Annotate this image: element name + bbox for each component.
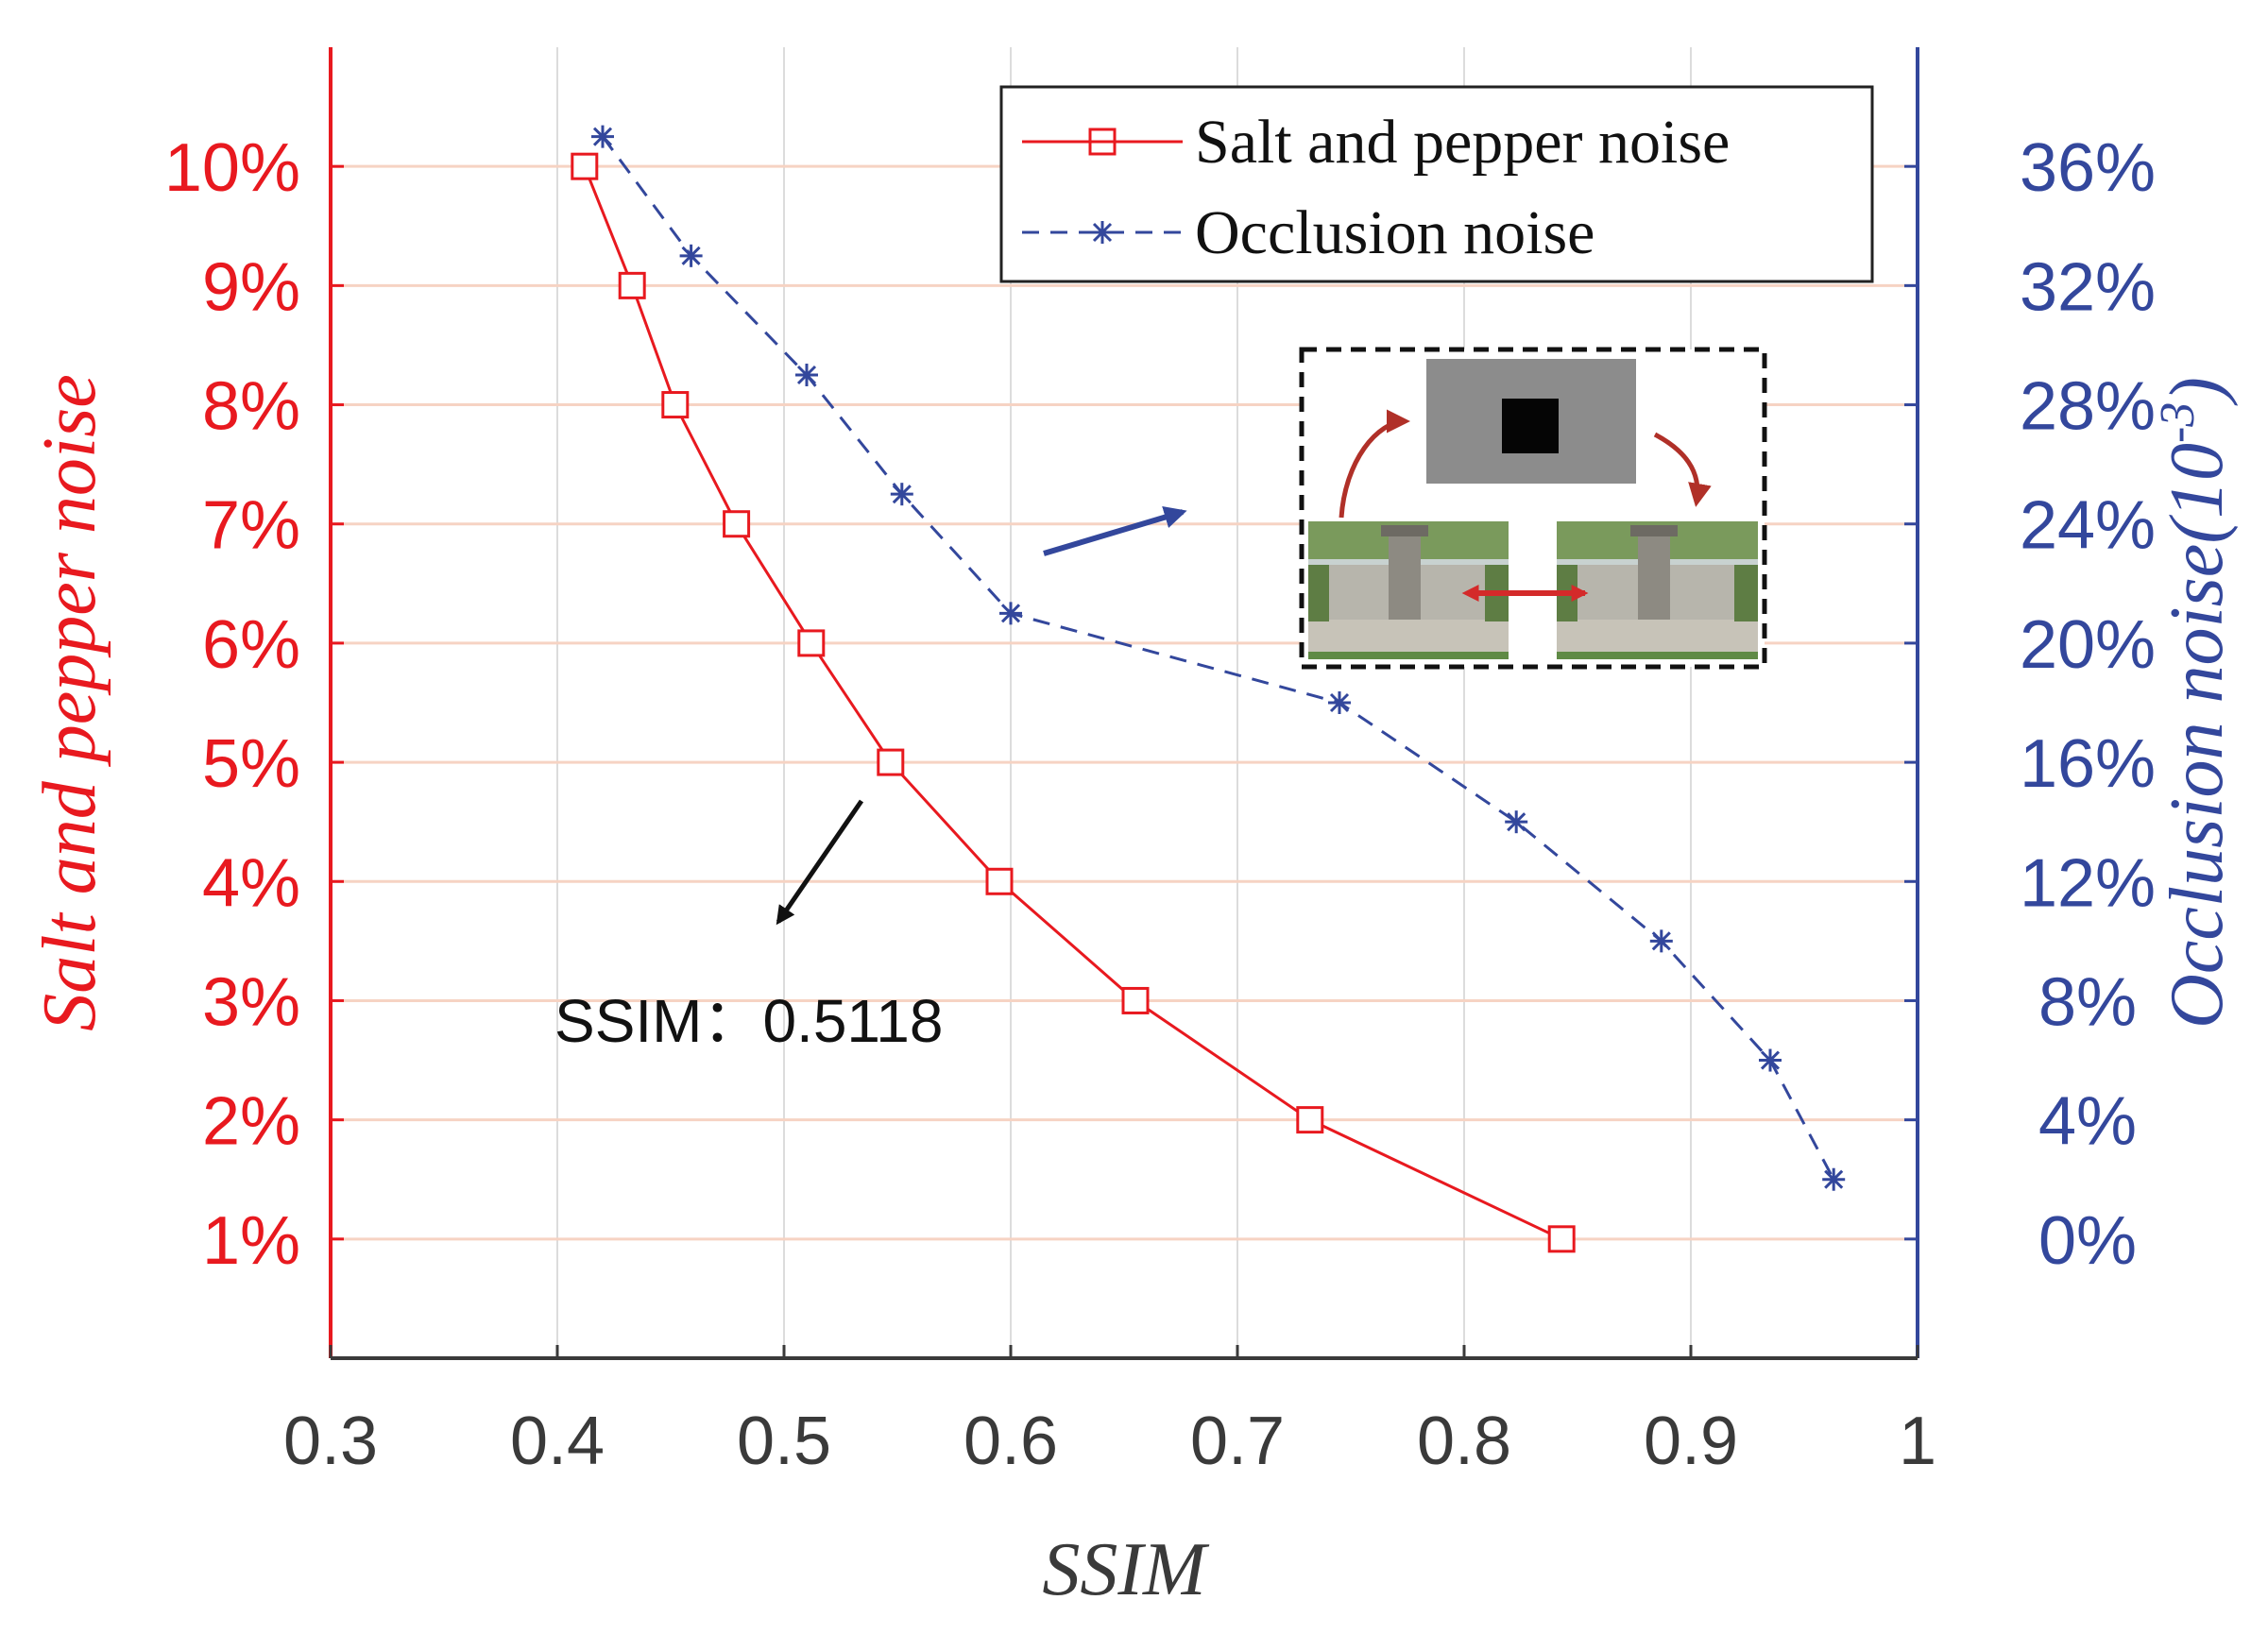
left-tick-label: 1% — [202, 1203, 300, 1279]
x-tick-label: 0.6 — [963, 1404, 1058, 1479]
occlusion-point — [1328, 691, 1351, 714]
salt-pepper-line — [583, 165, 1562, 1241]
occlusion-point-stroke — [796, 365, 817, 385]
occlusion-point-stroke — [592, 127, 613, 146]
x-tick-label: 1 — [1899, 1404, 1936, 1479]
right-tick-label: 16% — [2020, 726, 2156, 802]
right-axis-ticks: 0% 4% 8% 12% 16% 20% 24% 28% 32% 36% — [1904, 130, 2156, 1279]
x-axis-ticks: 0.3 0.4 0.5 0.6 0.7 0.8 0.9 1 — [283, 1345, 1936, 1479]
occlusion-block — [1502, 399, 1559, 453]
occlusion-point — [890, 483, 913, 506]
salt-pepper-point — [1296, 1106, 1324, 1134]
inset-illustration — [1299, 347, 1767, 670]
curved-arrow-right-icon — [1653, 432, 1712, 507]
salt-pepper-point — [723, 510, 751, 538]
left-tick-label: 8% — [202, 369, 300, 445]
legend-box — [999, 85, 1874, 283]
legend-label-salt: Salt and pepper noise — [1195, 108, 1730, 177]
left-tick-label: 4% — [202, 845, 300, 921]
right-axis-title: Occlusion noise(10-3) — [2151, 377, 2239, 1029]
occlusion-point-stroke — [1507, 812, 1526, 832]
salt-pepper-point — [661, 391, 690, 419]
annotation-arrow — [776, 799, 864, 926]
occlusion-point — [795, 364, 818, 386]
right-tick-label: 32% — [2020, 249, 2156, 325]
left-tick-label: 2% — [202, 1084, 300, 1160]
right-tick-label: 20% — [2020, 607, 2156, 683]
occlusion-point — [591, 125, 614, 148]
occlusion-point-stroke — [1824, 1169, 1844, 1189]
curved-arrow-left-icon — [1339, 409, 1410, 519]
legend-label-occlusion: Occlusion noise — [1195, 198, 1594, 267]
occlusion-point-stroke — [681, 246, 701, 265]
occlusion-point-stroke — [1760, 1050, 1781, 1070]
right-tick-label: 24% — [2020, 488, 2156, 564]
horizontal-gridlines — [331, 164, 1918, 1241]
left-tick-label: 7% — [202, 488, 300, 564]
occlusion-point-stroke — [1651, 931, 1671, 951]
x-tick-label: 0.9 — [1644, 1404, 1738, 1479]
salt-pepper-point — [797, 629, 826, 657]
salt-pepper-point — [1121, 986, 1150, 1014]
occlusion-point-stroke — [892, 485, 912, 504]
inset-arrow — [1043, 506, 1187, 556]
right-tick-label: 12% — [2020, 845, 2156, 921]
building-photo-left — [1308, 521, 1509, 659]
salt-pepper-point — [985, 867, 1014, 895]
salt-pepper-point — [618, 271, 646, 299]
right-tick-label: 28% — [2020, 369, 2156, 445]
right-tick-label: 4% — [2038, 1084, 2137, 1160]
left-axis-title: Salt and pepper noise — [28, 374, 111, 1030]
left-tick-label: 6% — [202, 607, 300, 683]
occlusion-point — [1822, 1167, 1846, 1191]
left-tick-label: 5% — [202, 726, 300, 802]
left-tick-label: 10% — [164, 130, 300, 206]
occlusion-point — [999, 602, 1022, 625]
series-layer — [571, 125, 1846, 1253]
occlusion-point-stroke — [1329, 692, 1350, 713]
x-tick-label: 0.7 — [1190, 1404, 1285, 1479]
x-tick-label: 0.4 — [510, 1404, 605, 1479]
occlusion-line — [601, 135, 1835, 1181]
x-tick-label: 0.5 — [737, 1404, 831, 1479]
left-tick-label: 3% — [202, 964, 300, 1040]
right-axis-title-main: Occlusion noise(10 — [2156, 443, 2239, 1029]
occlusion-point — [1759, 1048, 1782, 1072]
annotation-text: SSIM：0.5118 — [554, 987, 943, 1055]
salt-pepper-point — [877, 748, 905, 776]
building-photo-right — [1557, 521, 1758, 659]
right-tick-label: 36% — [2020, 130, 2156, 206]
x-tick-label: 0.8 — [1417, 1404, 1511, 1479]
left-tick-label: 9% — [202, 249, 300, 325]
legend: Salt and pepper noise Occlusion noise — [999, 85, 1874, 283]
legend-marker-occlusion — [1091, 221, 1114, 244]
x-axis-title: SSIM — [1042, 1528, 1210, 1611]
occlusion-point-stroke — [1000, 604, 1021, 623]
occlusion-point — [1649, 929, 1673, 953]
occlusion-point — [679, 244, 703, 267]
right-axis-title-exponent: -3 — [2151, 402, 2205, 443]
x-tick-label: 0.3 — [283, 1404, 378, 1479]
right-tick-label: 0% — [2038, 1203, 2137, 1279]
salt-pepper-point — [571, 152, 599, 180]
right-axis-title-suffix: ) — [2156, 377, 2239, 406]
right-tick-label: 8% — [2038, 964, 2137, 1040]
legend-marker-salt — [1088, 128, 1117, 156]
salt-pepper-point — [1547, 1225, 1576, 1253]
occlusion-point — [1505, 810, 1528, 834]
left-axis-ticks: 1% 2% 3% 4% 5% 6% 7% 8% 9% 10% — [164, 130, 344, 1279]
